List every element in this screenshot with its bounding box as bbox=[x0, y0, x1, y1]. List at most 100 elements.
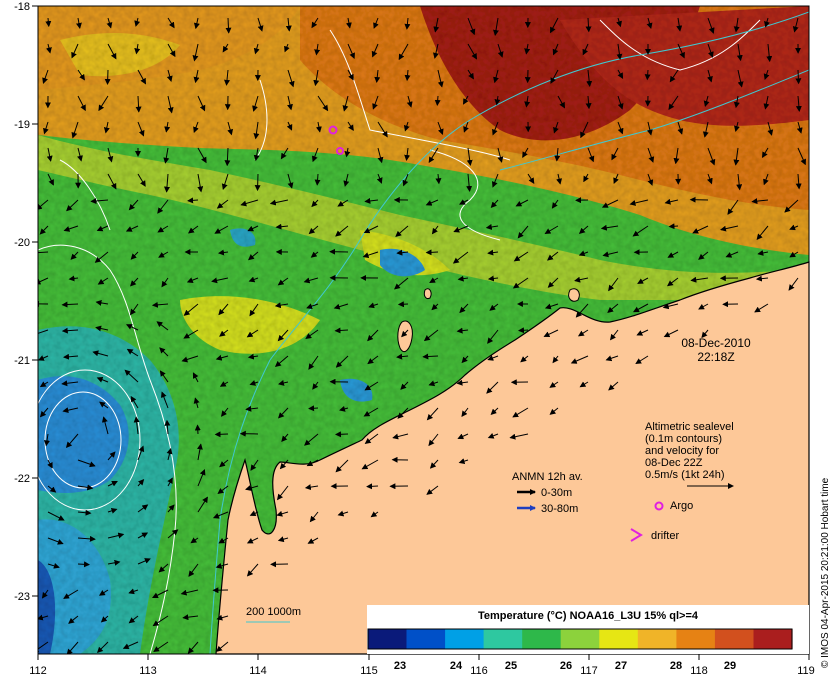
velocity-arrow bbox=[335, 431, 349, 438]
velocity-arrow bbox=[613, 173, 619, 185]
velocity-arrow bbox=[274, 355, 289, 368]
velocity-arrow bbox=[664, 198, 679, 205]
velocity-arrow bbox=[343, 173, 350, 187]
velocity-arrow bbox=[220, 407, 229, 417]
velocity-arrow bbox=[757, 249, 769, 256]
colorbar-tick-label: 25 bbox=[505, 660, 517, 672]
velocity-arrow bbox=[225, 17, 232, 34]
velocity-arrow bbox=[466, 173, 473, 192]
velocity-arrow bbox=[130, 277, 139, 287]
velocity-arrow bbox=[587, 147, 595, 163]
velocity-arrow bbox=[164, 121, 171, 133]
velocity-arrow bbox=[362, 251, 379, 259]
velocity-arrow bbox=[585, 95, 592, 110]
velocity-arrow bbox=[605, 355, 619, 362]
velocity-arrow bbox=[164, 173, 170, 193]
velocity-arrow bbox=[789, 224, 799, 231]
longitude-axis: 112 113 114 115 116 117 118 119 bbox=[29, 654, 815, 677]
colorbar-cell bbox=[599, 629, 639, 649]
velocity-arrow bbox=[133, 416, 140, 435]
velocity-arrow bbox=[219, 329, 229, 337]
velocity-arrow bbox=[428, 147, 439, 164]
velocity-arrow bbox=[247, 353, 259, 360]
velocity-arrow bbox=[39, 381, 49, 388]
velocity-arrow bbox=[253, 147, 260, 162]
velocity-arrow bbox=[122, 641, 139, 650]
velocity-arrow bbox=[633, 303, 649, 313]
colorbar-scale bbox=[368, 629, 793, 649]
velocity-arrow bbox=[249, 380, 259, 386]
colorbar-tick-label: 23 bbox=[394, 660, 406, 672]
velocity-arrow bbox=[734, 121, 740, 132]
velocity-arrow bbox=[134, 43, 141, 55]
velocity-arrow bbox=[543, 329, 559, 337]
velocity-arrow bbox=[192, 372, 199, 383]
velocity-arrow bbox=[277, 536, 289, 543]
velocity-arrow bbox=[75, 17, 82, 29]
velocity-arrow bbox=[216, 641, 229, 652]
velocity-arrow bbox=[248, 276, 259, 283]
velocity-arrow bbox=[158, 251, 169, 258]
velocity-arrow bbox=[197, 496, 208, 513]
velocity-arrow bbox=[733, 17, 740, 33]
velocity-arrow bbox=[126, 348, 139, 357]
colorbar-tick-label: 26 bbox=[560, 660, 572, 672]
velocity-arrow bbox=[344, 147, 351, 158]
velocity-arrow bbox=[107, 147, 114, 163]
credit-text: © IMOS 04-Apr-2015 20:21:00 Hobart time bbox=[820, 477, 831, 668]
island bbox=[568, 288, 580, 302]
velocity-arrow bbox=[512, 407, 529, 418]
velocity-arrow bbox=[600, 224, 619, 231]
velocity-arrow bbox=[308, 355, 319, 370]
velocity-arrow bbox=[796, 121, 803, 134]
velocity-arrow bbox=[245, 405, 259, 412]
velocity-arrow bbox=[107, 43, 117, 60]
velocity-arrow bbox=[287, 173, 294, 189]
velocity-arrow bbox=[761, 147, 769, 159]
velocity-arrow bbox=[61, 301, 79, 308]
velocity-arrow bbox=[137, 173, 146, 187]
velocity-arrow bbox=[130, 303, 139, 316]
velocity-arrow bbox=[364, 197, 379, 204]
lon-tick: 114 bbox=[249, 665, 267, 677]
colorbar-tick-label: 29 bbox=[724, 660, 736, 672]
colorbar-cell bbox=[445, 629, 485, 649]
velocity-arrow bbox=[617, 95, 624, 110]
velocity-arrow bbox=[304, 433, 319, 446]
velocity-arrow bbox=[456, 379, 469, 386]
velocity-arrow bbox=[45, 17, 52, 28]
velocity-arrow bbox=[38, 641, 49, 653]
lat-tick: -23 bbox=[14, 591, 30, 603]
velocity-arrow bbox=[224, 69, 230, 86]
velocity-arrow bbox=[677, 121, 684, 135]
velocity-arrow bbox=[130, 251, 139, 260]
velocity-arrow bbox=[167, 477, 173, 487]
velocity-arrow bbox=[137, 445, 145, 461]
velocity-arrow bbox=[97, 277, 109, 285]
velocity-arrow bbox=[550, 17, 559, 34]
velocity-arrow bbox=[751, 198, 769, 205]
velocity-arrow bbox=[66, 641, 79, 654]
velocity-arrow bbox=[277, 329, 289, 342]
velocity-arrow bbox=[107, 559, 121, 566]
velocity-arrow bbox=[101, 416, 109, 435]
velocity-arrow bbox=[317, 95, 329, 112]
velocity-arrow bbox=[77, 459, 96, 468]
velocity-arrow bbox=[285, 17, 292, 32]
velocity-arrow bbox=[616, 43, 623, 60]
velocity-arrow bbox=[632, 225, 649, 237]
velocity-arrow bbox=[452, 251, 469, 264]
velocity-arrow bbox=[137, 69, 146, 85]
velocity-arrow bbox=[577, 329, 589, 337]
velocity-arrow bbox=[309, 511, 319, 523]
velocity-arrow bbox=[396, 249, 409, 256]
velocity-arrow bbox=[466, 147, 473, 166]
velocity-arrow bbox=[107, 451, 116, 461]
velocity-arrow bbox=[217, 485, 229, 495]
velocity-arrow bbox=[152, 589, 169, 598]
velocity-arrow bbox=[374, 69, 381, 83]
velocity-arrow bbox=[63, 353, 79, 360]
lat-tick: -19 bbox=[14, 119, 30, 131]
velocity-arrow bbox=[63, 589, 79, 599]
velocity-arrow bbox=[629, 199, 649, 206]
